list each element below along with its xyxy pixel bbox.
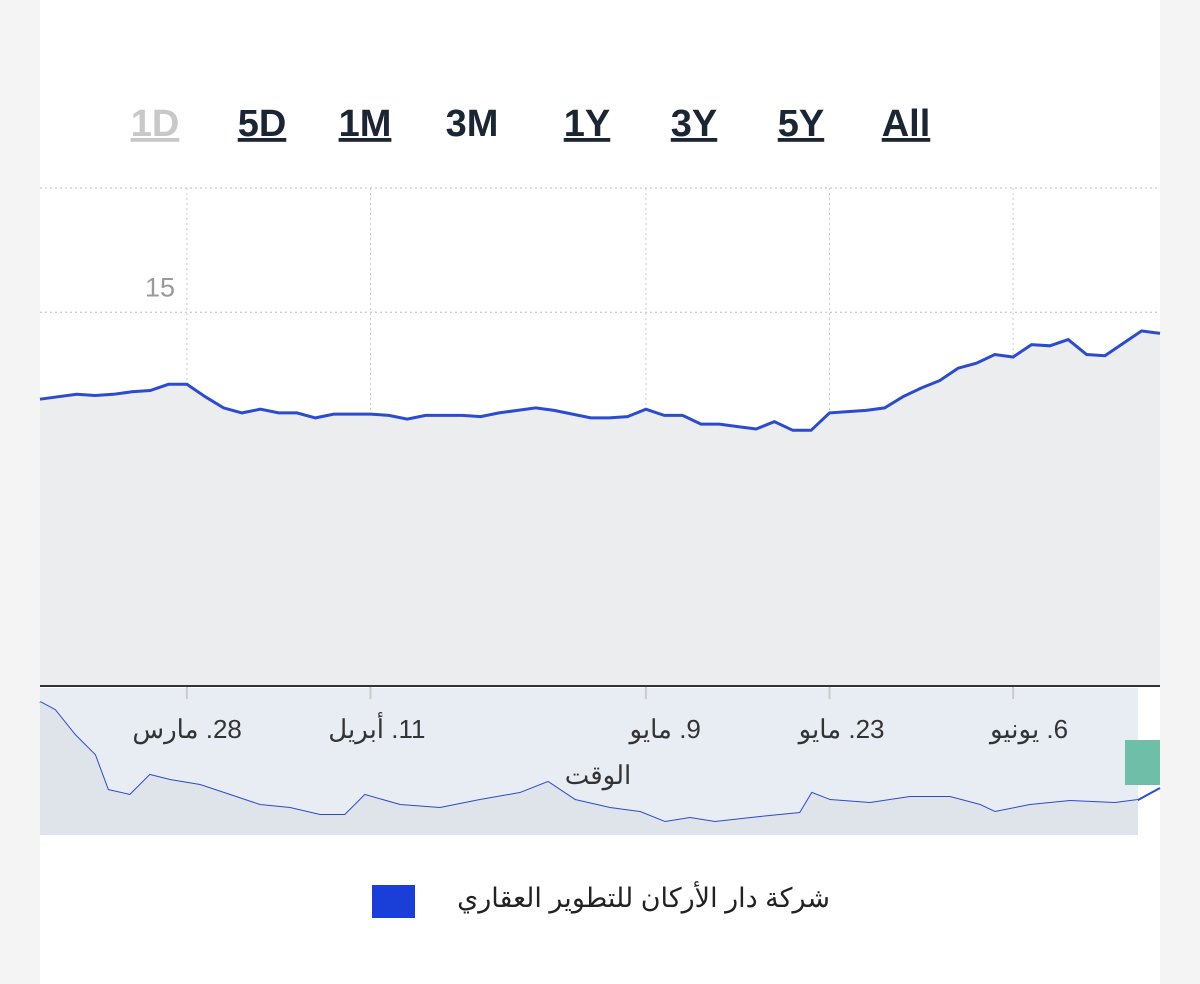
range-button[interactable]: 1Y bbox=[564, 103, 610, 145]
x-tick-label: 9. مايو bbox=[627, 714, 700, 745]
line bbox=[39, 329, 1161, 432]
range-button[interactable]: 3M bbox=[446, 103, 499, 145]
range-button[interactable]: 5Y bbox=[778, 103, 824, 145]
x-tick-label: 6. يونيو bbox=[988, 714, 1068, 745]
x-axis-title: الوقت bbox=[565, 760, 632, 791]
range-button[interactable]: 5D bbox=[238, 103, 287, 145]
x-tick-label: 28. مارس bbox=[132, 714, 242, 745]
range-button[interactable]: 3Y bbox=[671, 103, 717, 145]
range-button[interactable]: 1M bbox=[339, 103, 392, 145]
side-strip bbox=[1160, 0, 1200, 984]
range-button[interactable]: All bbox=[882, 103, 931, 145]
range-button[interactable]: 1D bbox=[131, 103, 180, 145]
navigator-handle[interactable] bbox=[1125, 740, 1160, 785]
side-strip bbox=[0, 0, 40, 984]
area bbox=[40, 330, 1160, 685]
x-tick-label: 23. مايو bbox=[797, 714, 885, 745]
y-tick-label: 15 bbox=[145, 272, 175, 302]
navigator-area bbox=[40, 702, 1138, 835]
legend-swatch[interactable] bbox=[372, 885, 415, 918]
range-selector: 1D 5D 1M 3M 1Y 3Y 5Y All bbox=[131, 103, 931, 145]
legend-label[interactable]: شركة دار الأركان للتطوير العقاري bbox=[457, 881, 830, 914]
x-tick-label: 11. أبريل bbox=[328, 711, 425, 745]
